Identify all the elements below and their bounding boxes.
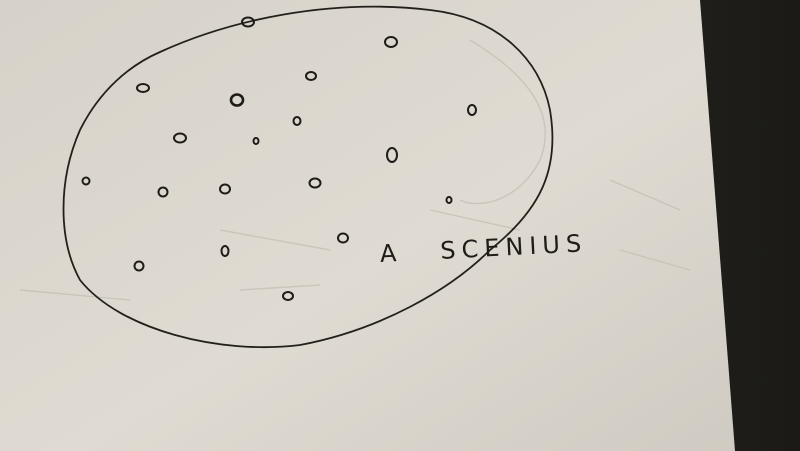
dot xyxy=(219,183,231,195)
dot xyxy=(467,104,477,116)
dot xyxy=(173,132,187,144)
dot xyxy=(305,71,317,81)
dot xyxy=(292,116,302,126)
dot xyxy=(229,93,245,107)
show-through-marks xyxy=(19,39,691,301)
dot xyxy=(157,186,169,198)
paper-sheet xyxy=(0,0,735,451)
dot xyxy=(81,176,91,186)
dot xyxy=(445,196,453,204)
enclosure-outline xyxy=(62,5,554,349)
caption-article: A xyxy=(379,238,404,268)
dot xyxy=(282,291,294,301)
dot xyxy=(384,36,398,48)
dot xyxy=(252,137,260,145)
dot xyxy=(133,260,145,272)
member-dots xyxy=(81,16,477,301)
dot xyxy=(241,16,255,28)
dot xyxy=(136,83,150,93)
dot xyxy=(337,232,349,244)
dot xyxy=(308,177,322,189)
dot xyxy=(220,245,230,257)
dot xyxy=(386,147,398,163)
